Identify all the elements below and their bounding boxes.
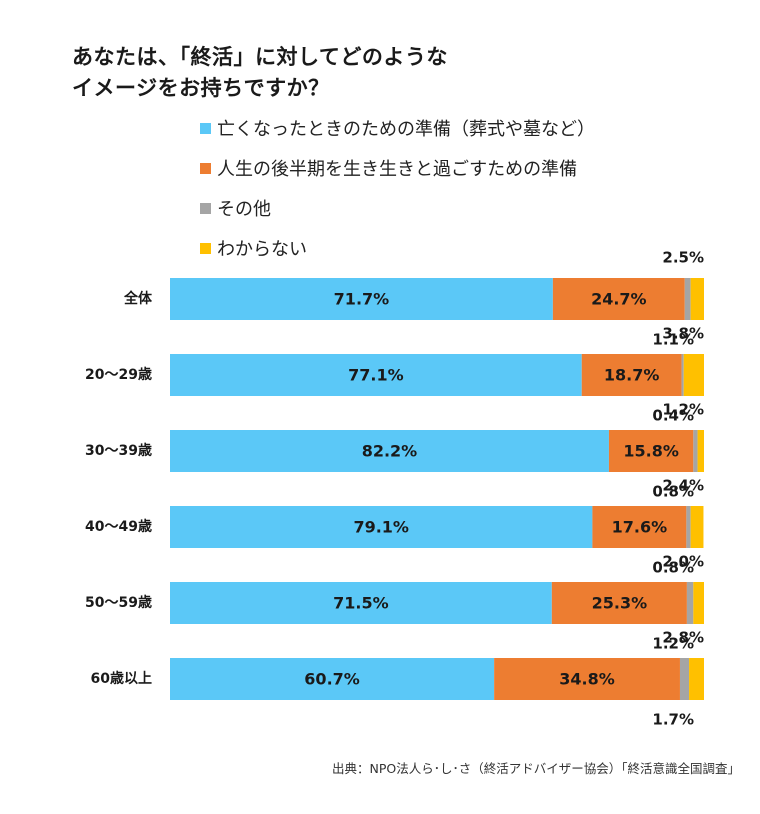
chart-title-line2: イメージをお持ちですか？ (72, 76, 330, 100)
data-label-series2: 17.6% (612, 518, 668, 537)
legend-item-series3: その他 (200, 196, 271, 220)
legend-label-series4: わからない (217, 239, 307, 260)
bar-segment-4 (690, 278, 704, 320)
chart-title-line1: あなたは、「終活」に対してどのような (72, 45, 448, 69)
legend-item-series1: 亡くなったときのための準備（葬式や墓など） (200, 116, 595, 140)
data-label-series4: 2.4% (662, 477, 704, 495)
data-label-series2: 24.7% (591, 290, 647, 309)
data-label-series2: 25.3% (592, 594, 648, 613)
bar-segment-3 (686, 506, 691, 548)
data-label-series3: 1.7% (652, 711, 694, 729)
legend-swatch-series2 (200, 162, 211, 174)
data-label-series3: 0.4% (652, 407, 694, 425)
bar-segment-2 (494, 658, 680, 700)
data-label-series1: 79.1% (353, 518, 409, 537)
legend-label-series3: その他 (217, 199, 271, 220)
category-label: 全体 (123, 290, 153, 307)
legend-swatch-series4 (200, 242, 211, 254)
bar-segment-2 (608, 430, 694, 472)
data-label-series3: 0.8% (652, 559, 694, 577)
data-label-series2: 15.8% (623, 442, 679, 461)
category-label: 30～39歳 (85, 442, 152, 459)
bar-segment-1 (170, 354, 582, 396)
data-label-series4: 1.2% (662, 401, 704, 419)
legend-swatch-series1 (200, 122, 211, 134)
category-label: 40～49歳 (85, 518, 152, 535)
data-label-series4: 2.8% (662, 629, 704, 647)
legend-item-series4: わからない (200, 236, 307, 260)
data-label-series4: 2.0% (662, 553, 704, 571)
bar-segment-2 (581, 354, 682, 396)
data-label-series1: 82.2% (362, 442, 418, 461)
bar-segment-3 (684, 278, 691, 320)
data-label-series1: 60.7% (304, 670, 360, 689)
bar-segment-4 (689, 658, 704, 700)
legend-swatch-series3 (200, 202, 211, 214)
data-label-series1: 77.1% (348, 366, 404, 385)
bar-segment-3 (693, 430, 698, 472)
category-label: 60歳以上 (91, 670, 152, 687)
bar-segment-2 (551, 582, 687, 624)
data-label-series2: 18.7% (604, 366, 660, 385)
bar-segment-3 (681, 354, 684, 396)
bar-segment-2 (552, 278, 685, 320)
data-label-series3: 1.1% (652, 331, 694, 349)
data-label-series3: 1.2% (652, 635, 694, 653)
data-label-series2: 34.8% (559, 670, 615, 689)
bar-segment-1 (170, 582, 552, 624)
bar-segment-4 (697, 430, 704, 472)
legend-label-series2: 人生の後半期を生き生きと過ごすための準備 (217, 159, 578, 180)
bar-segment-4 (683, 354, 704, 396)
chart-title: あなたは、「終活」に対してどのような イメージをお持ちですか？ (72, 42, 448, 104)
source-note: 出典：NPO法人ら･し･さ（終活アドバイザー協会）「終活意識全国調査」 (332, 761, 740, 776)
category-label: 20～29歳 (85, 366, 152, 383)
legend-item-series2: 人生の後半期を生き生きと過ごすための準備 (200, 156, 577, 180)
data-label-series4: 3.8% (662, 325, 704, 343)
bar-segment-4 (690, 506, 704, 548)
bar-segment-2 (592, 506, 687, 548)
legend-label-series1: 亡くなったときのための準備（葬式や墓など） (217, 119, 595, 140)
bar-segment-3 (679, 658, 690, 700)
data-label-series3: 0.8% (652, 483, 694, 501)
bar-segment-3 (686, 582, 694, 624)
category-label: 50～59歳 (85, 594, 152, 611)
data-label-series1: 71.5% (333, 594, 389, 613)
bar-segment-1 (170, 278, 553, 320)
bar-segment-1 (170, 658, 495, 700)
data-label-series4: 2.5% (662, 249, 704, 267)
bar-segment-4 (693, 582, 704, 624)
data-label-series1: 71.7% (334, 290, 390, 309)
bar-segment-1 (170, 430, 609, 472)
bar-segment-1 (170, 506, 593, 548)
